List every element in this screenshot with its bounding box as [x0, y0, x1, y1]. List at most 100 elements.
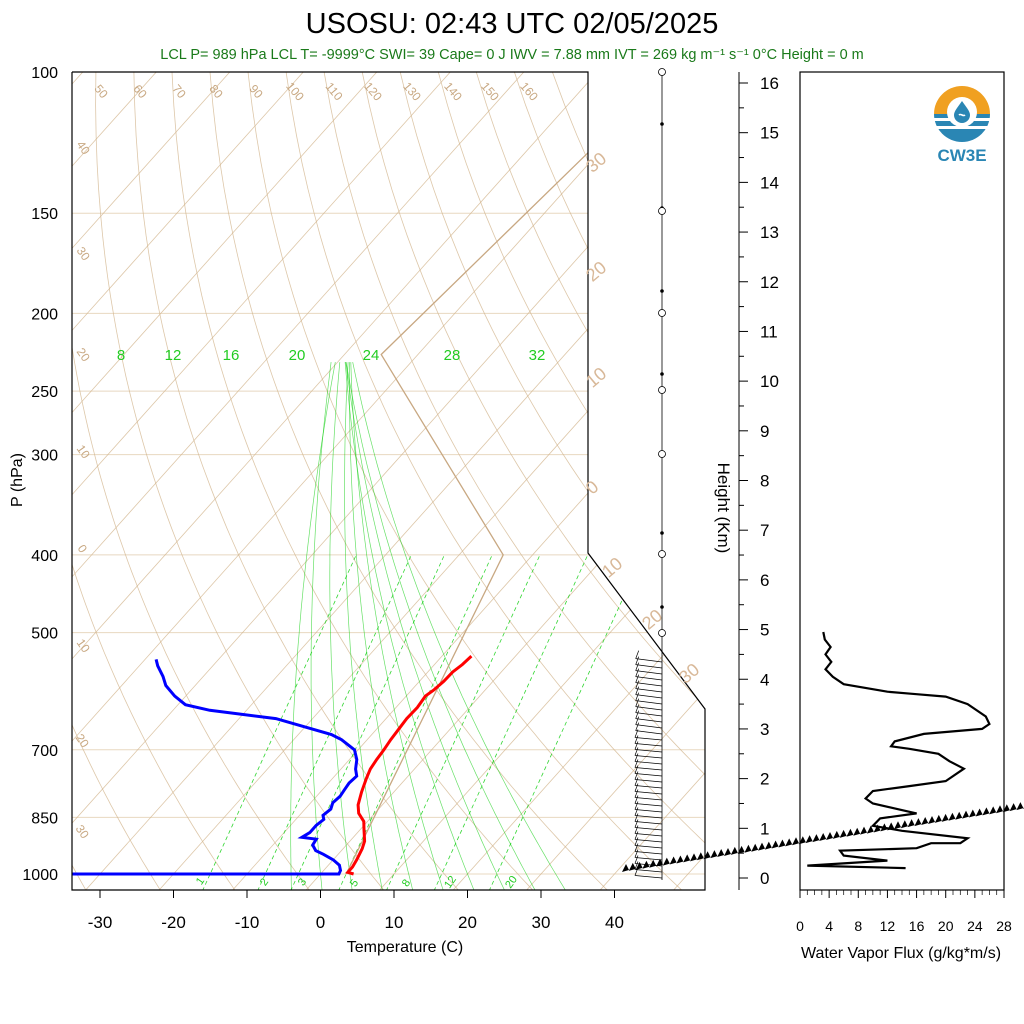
isotherm-line [72, 72, 614, 890]
surface-wind-flag [887, 822, 895, 831]
mixing-ratio-label: 8 [117, 347, 125, 364]
wind-barb [635, 664, 663, 669]
wind-barb [634, 761, 663, 765]
parcel-curve [345, 72, 672, 875]
height-tick-label: 14 [760, 173, 779, 192]
y-tick-label: 1000 [22, 867, 58, 884]
wind-dot [660, 531, 664, 535]
dry-adiabat-line [552, 72, 705, 890]
surface-wind-flag [866, 825, 874, 834]
isotherm-line [746, 54, 1024, 891]
wind-barb-feather [634, 747, 639, 756]
wind-barb-feather [634, 843, 639, 852]
dry-adiabat-line [437, 72, 705, 890]
wind-barb [635, 670, 663, 675]
height-tick-label: 6 [760, 571, 769, 590]
mixing-ratio-label: 24 [363, 347, 380, 364]
mixing-ratio-line [433, 554, 589, 890]
surface-wind-flag [1002, 804, 1010, 813]
mixing-ratio-label: 20 [289, 347, 306, 364]
wind-barb [634, 779, 663, 783]
mixing-ratio-bottom-label: 8 [400, 877, 413, 889]
dry-adiabat-line [704, 72, 705, 890]
surface-wind-flag [656, 858, 663, 867]
wind-barb-feather [634, 801, 639, 810]
height-tick-label: 8 [760, 472, 769, 491]
isotherm-right-label: 10 [598, 553, 626, 581]
wind-barb [634, 737, 663, 741]
wind-calm-circle [658, 309, 666, 317]
mixing-ratio-line [385, 554, 541, 890]
height-tick-label: 13 [760, 223, 779, 242]
wind-dot [660, 372, 664, 376]
wind-barb [634, 743, 663, 747]
isotherm-line [72, 72, 541, 890]
dry-adiabat-line [285, 72, 705, 890]
dry-adiabat-line [247, 72, 683, 890]
surface-wind-flag [771, 840, 779, 849]
moist-adiabat-line [290, 362, 336, 890]
wv-x-tick-label: 8 [854, 918, 862, 934]
surface-wind-flag [982, 807, 990, 816]
surface-wind-flag [846, 828, 854, 837]
surface-wind-flag [873, 824, 881, 833]
wind-barb-feather [634, 831, 639, 840]
wind-barb-feather [634, 741, 639, 750]
surface-wind-flag [839, 829, 847, 838]
surface-wind-flag [758, 842, 765, 851]
surface-wind-flag [948, 812, 956, 821]
wind-barb [634, 809, 663, 813]
x-tick-label: 0 [316, 913, 325, 932]
surface-wind-flag [622, 864, 629, 872]
wind-calm-circle [658, 550, 666, 558]
wind-barb-feather [635, 698, 640, 707]
skewt-frame [71, 71, 706, 891]
wind-barb-feather [634, 753, 639, 762]
surface-wind-flag [737, 845, 745, 854]
wind-barb-feather [634, 783, 639, 792]
mixing-ratio-line [488, 554, 644, 890]
dry-adiabat-label: 140 [441, 79, 465, 104]
dry-adiabat-line [781, 72, 1024, 891]
wind-barb-feather [634, 735, 639, 744]
wind-barb-feather [634, 807, 639, 816]
dry-adiabat-line [72, 72, 236, 890]
wv-x-tick-label: 12 [880, 918, 896, 934]
moist-adiabat-line [344, 362, 383, 890]
wv-x-tick-label: 0 [796, 918, 804, 934]
wind-barb-feather [635, 674, 640, 683]
x-axis-label: Temperature (C) [347, 939, 463, 956]
wind-barb [635, 706, 663, 711]
surface-wind-flag [724, 847, 731, 856]
surface-wind-flag [669, 856, 677, 865]
surface-wind-flag [744, 844, 752, 853]
wind-calm-circle [658, 629, 666, 637]
dry-adiabat-label: 60 [130, 82, 150, 101]
isotherm-line [72, 72, 705, 890]
dry-adiabat-label: 100 [283, 79, 307, 104]
height-tick-label: 4 [760, 670, 769, 689]
x-tick-label: -30 [88, 913, 113, 932]
temperature-curve [345, 655, 473, 876]
surface-wind-flag [703, 851, 711, 860]
mixing-ratio-line [202, 554, 357, 890]
moist-adiabat-line [344, 362, 475, 890]
surface-wind-flag [819, 833, 827, 842]
wind-barb [634, 767, 663, 771]
wind-dot [660, 605, 664, 609]
surface-wind-flag [955, 811, 963, 820]
surface-wind-flag [778, 839, 786, 848]
surface-wind-flag [860, 826, 867, 835]
x-tick-label: 10 [385, 913, 404, 932]
wv-flux-axis-label: Water Vapor Flux (g/kg*m/s) [801, 945, 1001, 962]
isotherm-left-label: 20 [74, 345, 93, 364]
isotherm-left-label: 30 [74, 244, 93, 263]
wv-x-tick-label: 28 [996, 918, 1012, 934]
chart-title: USOSU: 02:43 UTC 02/05/2025 [305, 8, 719, 40]
isotherm-line [598, 72, 705, 890]
wind-barb [635, 688, 663, 693]
wv-flux-curve [807, 631, 991, 870]
surface-wind-flag [792, 837, 799, 846]
dry-adiabat-line [590, 72, 705, 890]
wind-barb [634, 869, 663, 873]
